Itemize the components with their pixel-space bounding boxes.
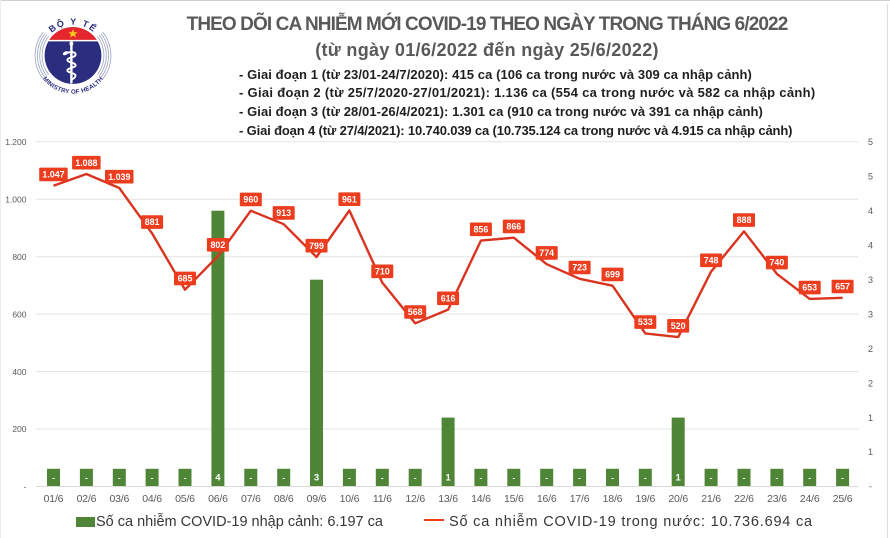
svg-text:800: 800	[12, 252, 26, 262]
svg-text:856: 856	[473, 224, 488, 234]
svg-text:1.000: 1.000	[5, 194, 27, 204]
svg-text:09/6: 09/6	[307, 493, 327, 505]
svg-text:1.039: 1.039	[108, 172, 130, 182]
svg-text:5: 5	[868, 137, 873, 147]
svg-text:-: -	[611, 472, 614, 482]
svg-text:06/6: 06/6	[208, 493, 228, 505]
svg-text:699: 699	[605, 270, 620, 280]
svg-text:1: 1	[445, 473, 451, 484]
svg-text:-: -	[348, 472, 351, 482]
svg-text:710: 710	[375, 266, 390, 276]
svg-text:25/6: 25/6	[833, 493, 853, 505]
svg-text:2: 2	[868, 344, 873, 354]
svg-text:-: -	[24, 482, 27, 492]
svg-text:866: 866	[506, 222, 521, 232]
svg-text:2: 2	[868, 378, 873, 388]
svg-text:12/6: 12/6	[405, 493, 425, 505]
svg-text:13/6: 13/6	[438, 493, 458, 505]
svg-text:520: 520	[671, 321, 686, 331]
svg-text:960: 960	[243, 195, 258, 205]
svg-text:400: 400	[12, 367, 26, 377]
svg-text:-: -	[743, 472, 746, 482]
svg-text:21/6: 21/6	[701, 493, 721, 505]
svg-text:-: -	[578, 472, 581, 482]
svg-text:-: -	[414, 472, 417, 482]
svg-text:3: 3	[868, 309, 873, 319]
svg-text:03/6: 03/6	[109, 493, 129, 505]
svg-text:01/6: 01/6	[44, 493, 64, 505]
svg-text:22/6: 22/6	[734, 493, 754, 505]
svg-text:4: 4	[868, 206, 873, 216]
svg-text:-: -	[151, 472, 154, 482]
svg-text:653: 653	[802, 283, 817, 293]
svg-text:533: 533	[638, 317, 653, 327]
svg-text:1.200: 1.200	[5, 137, 27, 147]
svg-text:-: -	[545, 472, 548, 482]
svg-text:19/6: 19/6	[635, 493, 655, 505]
svg-text:961: 961	[342, 194, 357, 204]
svg-text:02/6: 02/6	[77, 493, 97, 505]
svg-text:1.047: 1.047	[42, 170, 64, 180]
svg-text:774: 774	[539, 248, 554, 258]
svg-text:685: 685	[178, 274, 193, 284]
svg-text:568: 568	[408, 307, 423, 317]
svg-text:802: 802	[210, 240, 225, 250]
svg-text:-: -	[775, 472, 778, 482]
svg-text:-: -	[381, 472, 384, 482]
svg-text:18/6: 18/6	[603, 493, 623, 505]
svg-text:748: 748	[704, 255, 719, 265]
svg-text:-: -	[282, 472, 285, 482]
svg-text:913: 913	[276, 208, 291, 218]
svg-text:17/6: 17/6	[570, 493, 590, 505]
svg-text:-: -	[644, 472, 647, 482]
svg-text:4: 4	[215, 473, 221, 484]
svg-text:-: -	[710, 472, 713, 482]
svg-text:05/6: 05/6	[175, 493, 195, 505]
svg-text:15/6: 15/6	[504, 493, 524, 505]
svg-text:3: 3	[868, 275, 873, 285]
svg-text:23/6: 23/6	[767, 493, 787, 505]
svg-text:-: -	[808, 472, 811, 482]
svg-text:-: -	[52, 472, 55, 482]
svg-text:24/6: 24/6	[800, 493, 820, 505]
svg-text:10/6: 10/6	[340, 493, 360, 505]
svg-text:3: 3	[314, 473, 319, 484]
svg-text:-: -	[184, 472, 187, 482]
svg-text:-: -	[841, 472, 844, 482]
svg-text:200: 200	[12, 424, 26, 434]
svg-text:-: -	[512, 472, 515, 482]
svg-text:-: -	[85, 472, 88, 482]
svg-text:04/6: 04/6	[142, 493, 162, 505]
svg-text:881: 881	[145, 217, 160, 227]
svg-text:1.088: 1.088	[75, 158, 97, 168]
svg-text:799: 799	[309, 241, 324, 251]
svg-text:16/6: 16/6	[537, 493, 557, 505]
svg-text:-: -	[249, 472, 252, 482]
svg-text:4: 4	[868, 240, 873, 250]
svg-text:5: 5	[868, 172, 873, 182]
svg-text:-: -	[118, 472, 121, 482]
svg-text:20/6: 20/6	[668, 493, 688, 505]
svg-text:740: 740	[769, 258, 784, 268]
svg-text:08/6: 08/6	[274, 493, 294, 505]
svg-text:1: 1	[676, 473, 682, 484]
svg-text:-: -	[479, 472, 482, 482]
svg-text:1: 1	[868, 447, 873, 457]
svg-text:14/6: 14/6	[471, 493, 491, 505]
svg-text:657: 657	[835, 282, 850, 292]
svg-text:600: 600	[12, 309, 26, 319]
svg-text:-: -	[869, 482, 872, 492]
svg-text:07/6: 07/6	[241, 493, 261, 505]
svg-text:888: 888	[737, 215, 752, 225]
svg-text:723: 723	[572, 263, 587, 273]
svg-text:11/6: 11/6	[373, 493, 392, 505]
svg-text:616: 616	[441, 293, 456, 303]
svg-text:1: 1	[868, 413, 873, 423]
